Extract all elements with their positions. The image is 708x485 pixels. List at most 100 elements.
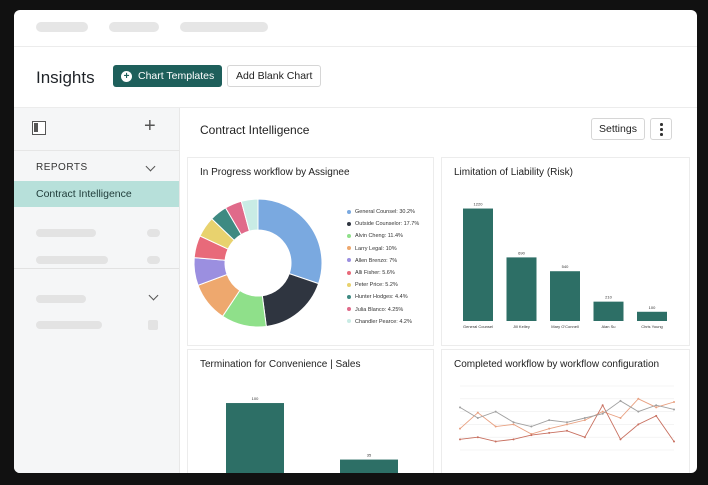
sidebar-item-contract-intelligence[interactable]: Contract Intelligence xyxy=(14,181,179,207)
data-point xyxy=(619,399,622,402)
sidebar-item-placeholder[interactable] xyxy=(36,229,96,237)
nav-placeholder[interactable] xyxy=(180,22,268,32)
sidebar-item-placeholder xyxy=(147,229,160,237)
sidebar-item-icon xyxy=(148,320,158,330)
sidebar-toggle-icon[interactable] xyxy=(32,121,46,135)
data-point xyxy=(601,410,604,413)
data-point xyxy=(476,417,479,419)
donut-slice xyxy=(257,198,323,285)
data-point xyxy=(512,438,515,441)
legend-item: Julia Blanco: 4.25% xyxy=(347,307,403,313)
category-label: Alan Su xyxy=(601,324,615,329)
data-point xyxy=(530,425,533,428)
category-label: Chris Young xyxy=(641,324,663,329)
legend-swatch xyxy=(347,270,351,275)
legend-label: Outside Counselor: 17.7% xyxy=(355,221,420,228)
sidebar-item-placeholder[interactable] xyxy=(36,256,108,264)
data-point xyxy=(459,438,461,441)
chart-templates-button[interactable]: + Chart Templates xyxy=(113,65,223,87)
legend-item: General Counsel: 30.2% xyxy=(347,209,415,215)
bar xyxy=(463,208,493,321)
data-point xyxy=(548,419,551,422)
data-point xyxy=(494,410,497,413)
chart-title: In Progress workflow by Assignee xyxy=(200,167,350,178)
sidebar-divider xyxy=(14,268,179,269)
legend-item: Hunter Hodges: 4.4% xyxy=(347,294,408,300)
dot xyxy=(660,128,663,131)
legend-swatch xyxy=(347,307,351,312)
plus-circle-icon: + xyxy=(121,70,132,82)
data-point xyxy=(601,404,604,407)
data-point xyxy=(459,427,461,430)
nav-placeholder[interactable] xyxy=(109,22,159,32)
more-options-button[interactable] xyxy=(650,118,672,140)
data-point xyxy=(673,440,675,443)
legend-label: Peter Price: 5.2% xyxy=(355,282,398,289)
bar xyxy=(506,257,537,321)
legend-label: General Counsel: 30.2% xyxy=(355,209,415,215)
reports-section-label[interactable]: REPORTS xyxy=(36,162,88,173)
data-point xyxy=(655,404,658,407)
bar-chart: 100 35 xyxy=(226,396,398,473)
chevron-down-icon[interactable] xyxy=(145,161,156,172)
data-point xyxy=(619,417,622,419)
sidebar-item-placeholder[interactable] xyxy=(36,321,102,329)
chart-title: Limitation of Liability (Risk) xyxy=(454,167,573,178)
data-point xyxy=(476,436,479,439)
legend-swatch xyxy=(347,209,351,214)
legend-item: Alvin Cheng: 11.4% xyxy=(347,233,403,239)
category-label: Jill Kelley xyxy=(513,324,530,329)
legend-label: Julia Blanco: 4.25% xyxy=(355,306,404,313)
settings-button[interactable]: Settings xyxy=(591,118,645,140)
bar xyxy=(340,459,398,473)
chart-templates-label: Chart Templates xyxy=(138,70,215,82)
category-label: Mary O'Connell xyxy=(551,324,579,329)
bar xyxy=(550,271,580,321)
legend-swatch xyxy=(347,282,351,287)
data-label: 210 xyxy=(605,295,612,300)
data-point xyxy=(530,434,533,437)
bar xyxy=(593,301,624,321)
sidebar: + REPORTS Contract Intelligence xyxy=(14,108,180,473)
data-label: 35 xyxy=(367,453,372,458)
bar xyxy=(637,311,667,321)
nav-placeholder[interactable] xyxy=(36,22,88,32)
add-icon[interactable]: + xyxy=(144,115,156,137)
data-point xyxy=(583,417,586,419)
chart-card-liability: Limitation of Liability (Risk) 1220 Gener… xyxy=(441,157,690,346)
legend-label: Hunter Hodges: 4.4% xyxy=(355,294,408,301)
data-label: 1220 xyxy=(474,202,484,207)
legend-item: Chandler Pearce: 4.2% xyxy=(347,319,412,325)
data-point xyxy=(637,410,640,413)
legend-label: Chandler Pearce: 4.2% xyxy=(355,318,412,325)
donut-slice xyxy=(240,198,259,232)
data-point xyxy=(494,425,497,428)
sidebar-section-placeholder[interactable] xyxy=(36,295,86,303)
sidebar-item-placeholder xyxy=(147,256,160,264)
legend-item: Allen Brenzo: 7% xyxy=(347,258,397,264)
legend-label: Alli Fisher: 5.6% xyxy=(355,270,395,276)
bar xyxy=(226,403,284,473)
data-point xyxy=(673,401,675,403)
top-bar xyxy=(14,10,697,47)
add-blank-chart-button[interactable]: Add Blank Chart xyxy=(227,65,322,87)
chevron-down-icon[interactable] xyxy=(148,290,159,301)
donut-slice xyxy=(261,272,320,328)
legend-item: Alli Fisher: 5.6% xyxy=(347,270,395,276)
data-label: 540 xyxy=(562,264,569,269)
data-point xyxy=(512,423,515,426)
data-label: 100 xyxy=(649,305,656,310)
chart-title: Completed workflow by workflow configura… xyxy=(454,359,660,370)
sidebar-toolbar: + xyxy=(14,108,179,151)
chart-card-termination: Termination for Convenience | Sales 100 3… xyxy=(187,349,434,473)
dot xyxy=(660,133,663,136)
legend-item: Larry Legal: 10% xyxy=(347,246,397,252)
data-point xyxy=(583,419,586,422)
data-point xyxy=(476,411,479,414)
donut-chart xyxy=(193,198,323,328)
legend-item: Peter Price: 5.2% xyxy=(347,282,398,288)
data-point xyxy=(494,440,497,443)
legend-swatch xyxy=(347,319,351,324)
data-point xyxy=(655,414,658,417)
sidebar-item-label: Contract Intelligence xyxy=(36,188,132,200)
